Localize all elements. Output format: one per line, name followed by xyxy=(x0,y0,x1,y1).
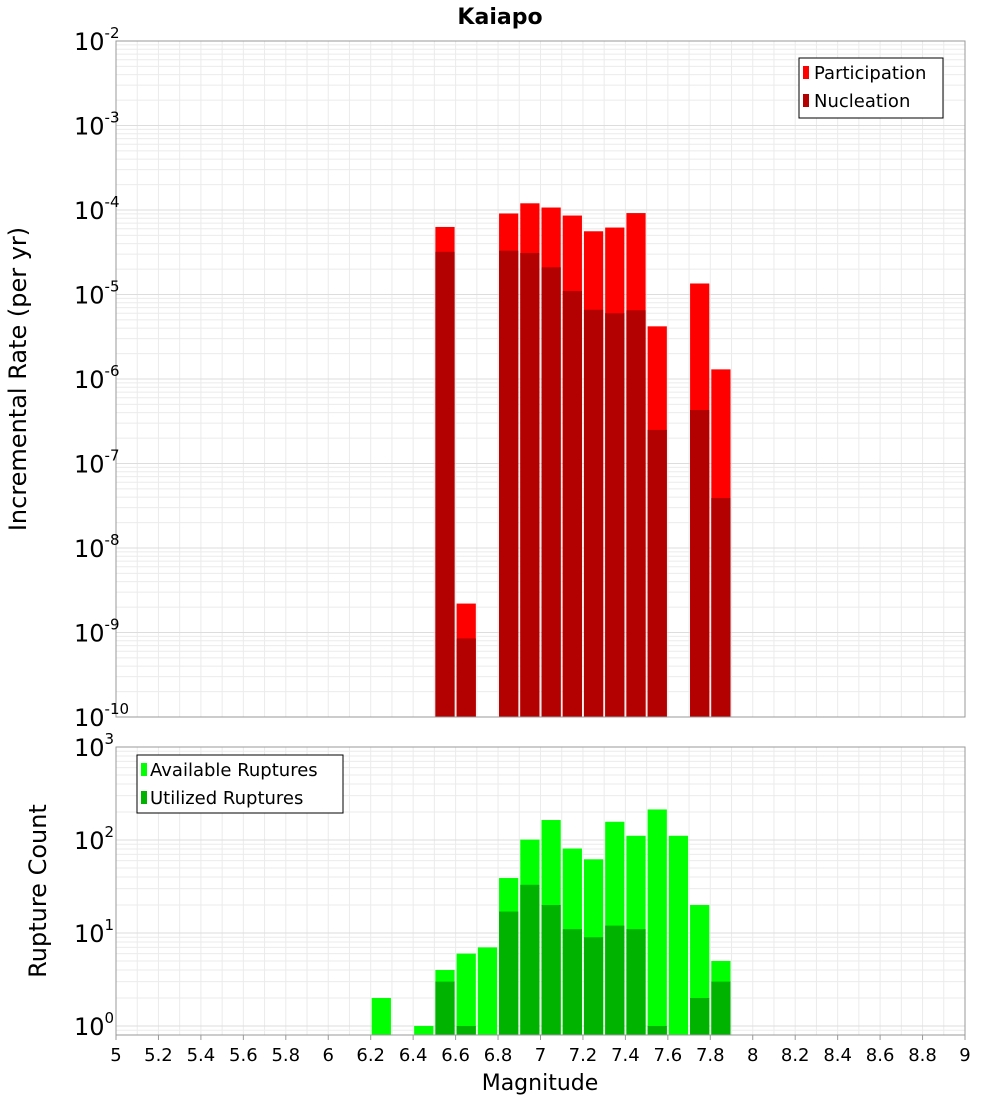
top-bar-nucleation xyxy=(583,309,604,717)
x-tick-label: 6.6 xyxy=(441,1045,470,1066)
bottom-y-axis-label: Rupture Count xyxy=(24,804,52,978)
bottom-bar-available-ruptures xyxy=(414,1025,434,1035)
top-y-axis-label: Incremental Rate (per yr) xyxy=(4,227,32,531)
top-bar-nucleation xyxy=(435,251,455,717)
x-tick-label: 8.8 xyxy=(908,1045,937,1066)
top-bar-nucleation xyxy=(647,429,667,717)
bottom-bar-utilized-ruptures xyxy=(605,925,625,1035)
bottom-panel: 103 102 101 100 5 5.2 5.4 5.6 5.8 6 6.2 6.4 6.6 6.8 7… xyxy=(24,730,971,1096)
x-tick-label: 7.6 xyxy=(654,1045,683,1066)
legend-available-swatch xyxy=(141,763,147,776)
bottom-bar-utilized-ruptures xyxy=(562,929,582,1035)
top-bar-nucleation xyxy=(690,409,710,717)
legend-utilized-label: Utilized Ruptures xyxy=(150,788,303,809)
x-tick-label: 5.4 xyxy=(187,1045,216,1066)
bottom-bar-available-ruptures xyxy=(477,947,498,1035)
top-y-tick-label: 10-5 xyxy=(74,278,120,310)
x-tick-label: 9 xyxy=(959,1045,970,1066)
top-y-tick-label: 10-7 xyxy=(74,447,120,479)
top-y-tick-label: 10-10 xyxy=(74,700,129,732)
top-y-ticks: 10-2 10-3 10-4 10-5 10-6 10-7 10-8 10-9 10-10 xyxy=(74,24,129,732)
top-bar-nucleation xyxy=(520,252,540,718)
x-tick-label: 7 xyxy=(535,1045,546,1066)
bottom-legend: Available Ruptures Utilized Ruptures xyxy=(136,754,344,814)
bottom-bars xyxy=(371,809,731,1035)
bottom-y-tick-label: 100 xyxy=(74,1009,114,1041)
legend-participation-label: Participation xyxy=(814,63,926,84)
x-tick-label: 8.6 xyxy=(866,1045,895,1066)
bottom-bar-utilized-ruptures xyxy=(690,997,710,1035)
x-tick-label: 7.2 xyxy=(569,1045,598,1066)
bottom-y-tick-label: 102 xyxy=(74,823,114,855)
bottom-bar-utilized-ruptures xyxy=(583,937,604,1035)
top-grid xyxy=(115,41,966,718)
x-tick-label: 8 xyxy=(747,1045,758,1066)
bottom-y-tick-label: 101 xyxy=(74,916,114,948)
top-y-tick-label: 10-2 xyxy=(74,24,120,56)
top-y-tick-label: 10-9 xyxy=(74,616,120,648)
legend-nucleation-label: Nucleation xyxy=(814,91,910,112)
x-tick-label: 7.8 xyxy=(696,1045,725,1066)
top-y-tick-label: 10-3 xyxy=(74,109,120,141)
top-bar-nucleation xyxy=(605,313,625,717)
bottom-legend-box xyxy=(136,754,344,814)
bottom-bar-utilized-ruptures xyxy=(647,1025,667,1035)
top-bar-nucleation xyxy=(626,310,646,717)
x-tick-label: 5.8 xyxy=(271,1045,300,1066)
top-legend: Participation Nucleation xyxy=(798,57,944,119)
x-tick-label: 7.4 xyxy=(611,1045,640,1066)
top-y-tick-label: 10-8 xyxy=(74,531,120,563)
bottom-bar-utilized-ruptures xyxy=(541,904,561,1035)
bottom-x-ticks: 5 5.2 5.4 5.6 5.8 6 6.2 6.4 6.6 6.8 7 7.2 7.4 7.6 7.8 8… xyxy=(110,1035,971,1066)
x-tick-label: 6.8 xyxy=(484,1045,513,1066)
chart-title: Kaiapo xyxy=(457,5,542,30)
bottom-bar-available-ruptures xyxy=(371,997,391,1035)
bottom-bar-available-ruptures xyxy=(668,835,689,1035)
top-bar-nucleation xyxy=(562,291,582,717)
x-axis-label: Magnitude xyxy=(482,1071,599,1096)
bottom-y-ticks: 103 102 101 100 xyxy=(74,730,114,1041)
bottom-bar-utilized-ruptures xyxy=(520,884,540,1035)
bottom-bar-utilized-ruptures xyxy=(456,1025,476,1035)
top-y-tick-label: 10-4 xyxy=(74,193,120,225)
bottom-bar-available-ruptures xyxy=(456,953,476,1035)
legend-utilized-swatch xyxy=(141,791,147,804)
x-tick-label: 6.2 xyxy=(356,1045,385,1066)
top-bars xyxy=(435,203,731,718)
top-y-tick-label: 10-6 xyxy=(74,362,120,394)
legend-available-label: Available Ruptures xyxy=(150,760,318,781)
bottom-y-tick-label: 103 xyxy=(74,730,114,762)
top-plot-frame xyxy=(115,40,966,718)
bottom-bar-available-ruptures xyxy=(647,809,667,1035)
bottom-bar-utilized-ruptures xyxy=(626,929,646,1035)
x-tick-label: 5.6 xyxy=(229,1045,258,1066)
bottom-bar-utilized-ruptures xyxy=(711,981,731,1035)
x-tick-label: 5 xyxy=(110,1045,121,1066)
legend-participation-swatch xyxy=(803,66,809,79)
x-tick-label: 5.2 xyxy=(144,1045,173,1066)
x-tick-label: 8.4 xyxy=(823,1045,852,1066)
top-bar-nucleation xyxy=(499,250,519,717)
bottom-bar-utilized-ruptures xyxy=(499,911,519,1035)
top-panel: 10-2 10-3 10-4 10-5 10-6 10-7 10-8 10-9 10-10 In… xyxy=(4,24,966,732)
legend-nucleation-swatch xyxy=(803,94,809,107)
bottom-bar-utilized-ruptures xyxy=(435,981,455,1035)
x-tick-label: 8.2 xyxy=(781,1045,810,1066)
top-legend-box xyxy=(798,57,944,119)
top-bar-nucleation xyxy=(711,498,731,717)
top-bar-nucleation xyxy=(541,267,561,717)
x-tick-label: 6.4 xyxy=(399,1045,428,1066)
x-tick-label: 6 xyxy=(323,1045,334,1066)
top-bar-nucleation xyxy=(456,638,476,717)
